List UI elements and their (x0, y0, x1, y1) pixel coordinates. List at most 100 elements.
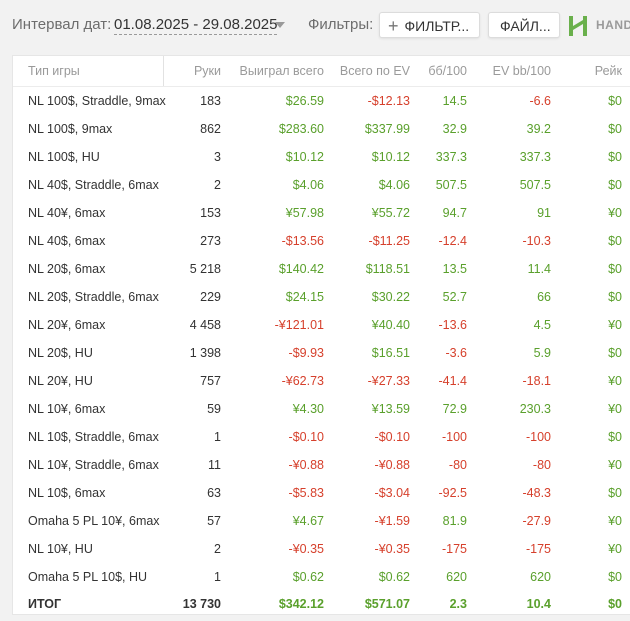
stats-table-container: Тип игры Руки Выиграл всего Всего по EV … (12, 55, 630, 615)
cell-hands: 153 (200, 206, 221, 220)
cell-game-type: NL 10$, 6max (28, 486, 106, 500)
cell-bb100: -92.5 (438, 486, 468, 500)
cell-won-total: ¥4.67 (292, 514, 324, 528)
table-row[interactable]: Omaha 5 PL 10¥, 6max 57 ¥4.67 -¥1.59 81.9 -27… (13, 507, 630, 535)
cell-game-type: NL 20¥, HU (28, 374, 93, 388)
cell-hands: 4 458 (189, 318, 221, 332)
table-row[interactable]: NL 20¥, 6max 4 458 -¥121.01 ¥40.40 -13.6 4.5 ¥… (13, 311, 630, 339)
cell-rake: ¥0 (608, 514, 622, 528)
cell-ev-total: -¥27.33 (367, 374, 410, 388)
table-row[interactable]: NL 10¥, HU 2 -¥0.35 -¥0.35 -175 -175 ¥0 (13, 535, 630, 563)
cell-rake: $0 (608, 178, 622, 192)
table-row[interactable]: NL 100$, HU 3 $10.12 $10.12 337.3 337.3 $0 (13, 143, 630, 171)
table-row[interactable]: NL 20¥, HU 757 -¥62.73 -¥27.33 -41.4 -18.1 ¥0 (13, 367, 630, 395)
cell-hands: 757 (200, 374, 221, 388)
cell-game-type: NL 100$, 9max (28, 122, 113, 136)
date-interval-label: Интервал дат: (12, 16, 112, 33)
cell-ev-bb100: -10.3 (522, 234, 552, 248)
table-row[interactable]: NL 100$, Straddle, 9max 183 $26.59 -$12.13 1… (13, 87, 630, 116)
column-header-ev-bb100[interactable]: EV bb/100 (475, 56, 559, 87)
cell-hands: 273 (200, 234, 221, 248)
column-header-ev-total[interactable]: Всего по EV (332, 56, 418, 87)
cell-won-total: -$0.10 (288, 430, 324, 444)
cell-rake: $0 (608, 122, 622, 136)
plus-icon: + (388, 16, 399, 36)
cell-ev-total: -$3.04 (374, 486, 410, 500)
cell-bb100: 507.5 (435, 178, 467, 192)
cell-hands: 1 (214, 430, 221, 444)
cell-game-type: Omaha 5 PL 10$, HU (28, 570, 148, 584)
column-header-won-total[interactable]: Выиграл всего (229, 56, 332, 87)
cell-game-type: ИТОГ (28, 597, 62, 611)
cell-won-total: ¥4.30 (292, 402, 324, 416)
cell-rake: $0 (608, 94, 622, 108)
column-header-game-type[interactable]: Тип игры (13, 56, 164, 87)
cell-bb100: 620 (446, 570, 467, 584)
table-row[interactable]: NL 20$, Straddle, 6max 229 $24.15 $30.22 52.… (13, 283, 630, 311)
cell-ev-total: -¥0.88 (374, 458, 410, 472)
cell-game-type: NL 10$, Straddle, 6max (28, 430, 159, 444)
cell-bb100: 14.5 (442, 94, 467, 108)
table-row[interactable]: NL 10¥, Straddle, 6max 11 -¥0.88 -¥0.88 -80 -… (13, 451, 630, 479)
cell-won-total: -¥0.88 (288, 458, 324, 472)
table-row[interactable]: NL 10$, Straddle, 6max 1 -$0.10 -$0.10 -100 -… (13, 423, 630, 451)
cell-won-total: -¥62.73 (281, 374, 324, 388)
cell-ev-bb100: -175 (525, 542, 551, 556)
cell-game-type: NL 20$, HU (28, 346, 93, 360)
cell-hands: 3 (214, 150, 221, 164)
table-row[interactable]: NL 20$, 6max 5 218 $140.42 $118.51 13.5 11.4 $… (13, 255, 630, 283)
date-interval-picker[interactable]: 01.08.2025 - 29.08.2025 (114, 16, 278, 35)
cell-rake: $0 (608, 430, 622, 444)
table-row[interactable]: NL 40$, Straddle, 6max 2 $4.06 $4.06 507.5 50… (13, 171, 630, 199)
hand-logo-icon (569, 16, 587, 36)
cell-ev-bb100: -100 (525, 430, 551, 444)
cell-ev-total: $0.62 (378, 570, 410, 584)
table-row[interactable]: NL 10$, 6max 63 -$5.83 -$3.04 -92.5 -48.3 $0 (13, 479, 630, 507)
cell-won-total: $0.62 (292, 570, 324, 584)
cell-rake: $0 (608, 486, 622, 500)
table-row[interactable]: NL 40¥, 6max 153 ¥57.98 ¥55.72 94.7 91 ¥0 (13, 199, 630, 227)
cell-ev-total: $337.99 (364, 122, 410, 136)
top-toolbar: Интервал дат: 01.08.2025 - 29.08.2025 Фи… (0, 0, 630, 52)
cell-bb100: 94.7 (442, 206, 467, 220)
table-row[interactable]: NL 10¥, 6max 59 ¥4.30 ¥13.59 72.9 230.3 ¥0 (13, 395, 630, 423)
cell-hands: 13 730 (182, 597, 221, 611)
cell-bb100: -13.6 (438, 318, 468, 332)
logo-text: HAND (596, 18, 630, 32)
table-row[interactable]: NL 20$, HU 1 398 -$9.93 $16.51 -3.6 5.9 $0 (13, 339, 630, 367)
column-header-hands[interactable]: Руки (163, 56, 229, 87)
file-button[interactable]: ФАЙЛ... (488, 12, 560, 38)
cell-ev-bb100: 620 (530, 570, 551, 584)
cell-ev-bb100: -6.6 (529, 94, 551, 108)
cell-game-type: NL 10¥, Straddle, 6max (28, 458, 159, 472)
table-row[interactable]: NL 100$, 9max 862 $283.60 $337.99 32.9 39.2 $0 (13, 115, 630, 143)
cell-ev-bb100: -18.1 (522, 374, 552, 388)
chevron-down-icon[interactable] (275, 22, 285, 28)
cell-hands: 63 (207, 486, 221, 500)
cell-ev-bb100: 5.9 (533, 346, 551, 360)
cell-ev-total: ¥40.40 (371, 318, 410, 332)
cell-hands: 183 (200, 94, 221, 108)
cell-rake: ¥0 (608, 318, 622, 332)
table-row[interactable]: NL 40$, 6max 273 -$13.56 -$11.25 -12.4 -10.3 $… (13, 227, 630, 255)
cell-ev-bb100: 230.3 (519, 402, 551, 416)
cell-bb100: 2.3 (449, 597, 467, 611)
cell-ev-bb100: -27.9 (522, 514, 552, 528)
cell-game-type: NL 20$, 6max (28, 262, 106, 276)
cell-won-total: ¥57.98 (285, 206, 324, 220)
cell-game-type: NL 40$, 6max (28, 234, 106, 248)
cell-won-total: $10.12 (285, 150, 324, 164)
column-header-rake[interactable]: Рейк (559, 56, 630, 87)
cell-ev-total: -$0.10 (374, 430, 410, 444)
total-row[interactable]: ИТОГ 13 730 $342.12 $571.07 2.3 10.4 $0 (13, 591, 630, 617)
cell-game-type: NL 10¥, HU (28, 542, 93, 556)
column-header-bb100[interactable]: бб/100 (418, 56, 475, 87)
add-filter-button[interactable]: + ФИЛЬТР... (379, 12, 480, 38)
cell-won-total: $26.59 (285, 94, 324, 108)
cell-ev-total: -$11.25 (368, 234, 410, 248)
cell-ev-total: ¥55.72 (371, 206, 410, 220)
cell-rake: ¥0 (608, 374, 622, 388)
cell-ev-bb100: 91 (537, 206, 551, 220)
table-row[interactable]: Omaha 5 PL 10$, HU 1 $0.62 $0.62 620 620 $0 (13, 563, 630, 591)
cell-won-total: -$13.56 (281, 234, 324, 248)
